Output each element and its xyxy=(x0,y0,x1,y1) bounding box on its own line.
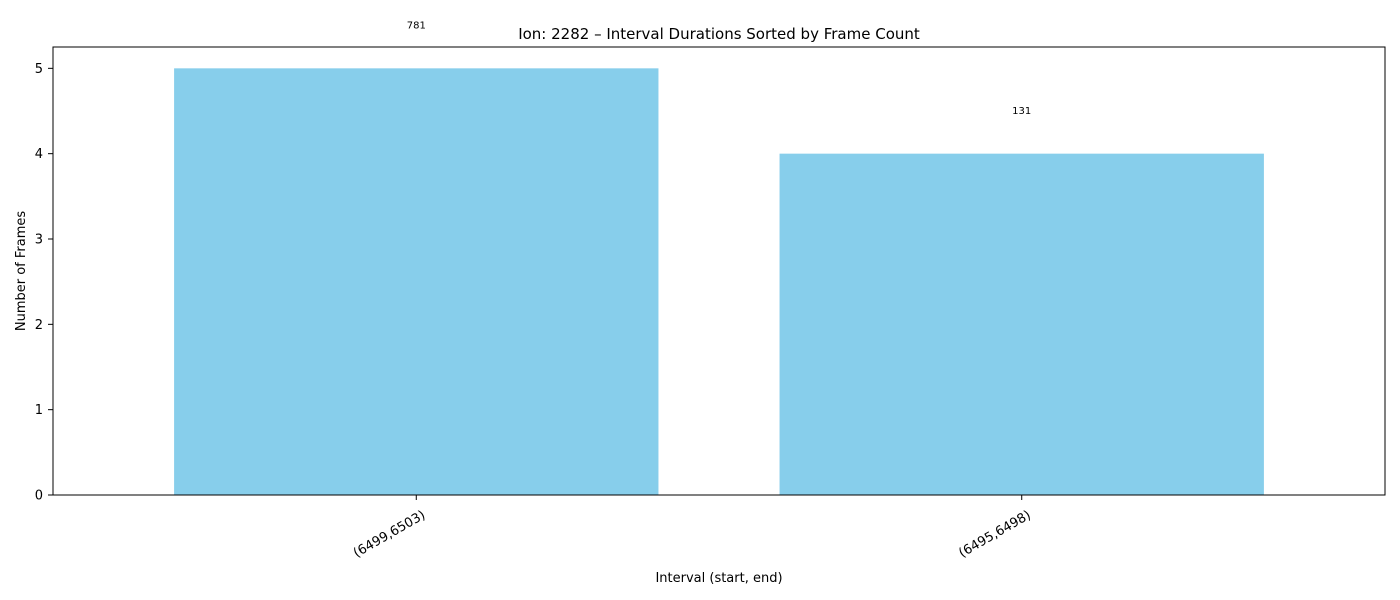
y-axis: 0 1 2 3 4 5 xyxy=(35,62,53,504)
bar-1 xyxy=(779,153,1264,495)
bars-layer xyxy=(174,68,1264,495)
y-tick-label-1: 1 xyxy=(35,403,43,418)
data-label-1: 131 xyxy=(1012,106,1031,117)
data-labels-layer: 781 131 xyxy=(407,21,1032,117)
chart-title: Ion: 2282 – Interval Durations Sorted by… xyxy=(518,25,920,43)
plot-frame xyxy=(52,46,1386,496)
y-tick-label-0: 0 xyxy=(35,489,43,504)
y-tick-label-3: 3 xyxy=(35,233,43,248)
y-tick-label-2: 2 xyxy=(35,318,43,333)
x-axis: (6499,6503) (6495,6498) xyxy=(351,495,1034,561)
x-axis-label: Interval (start, end) xyxy=(655,571,782,586)
data-label-0: 781 xyxy=(407,21,426,32)
bar-0 xyxy=(174,68,659,495)
y-axis-label: Number of Frames xyxy=(14,211,29,332)
x-tick-label-0: (6499,6503) xyxy=(351,508,428,561)
y-tick-label-4: 4 xyxy=(35,147,43,162)
y-tick-label-5: 5 xyxy=(35,62,43,77)
x-tick-label-1: (6495,6498) xyxy=(956,508,1033,561)
